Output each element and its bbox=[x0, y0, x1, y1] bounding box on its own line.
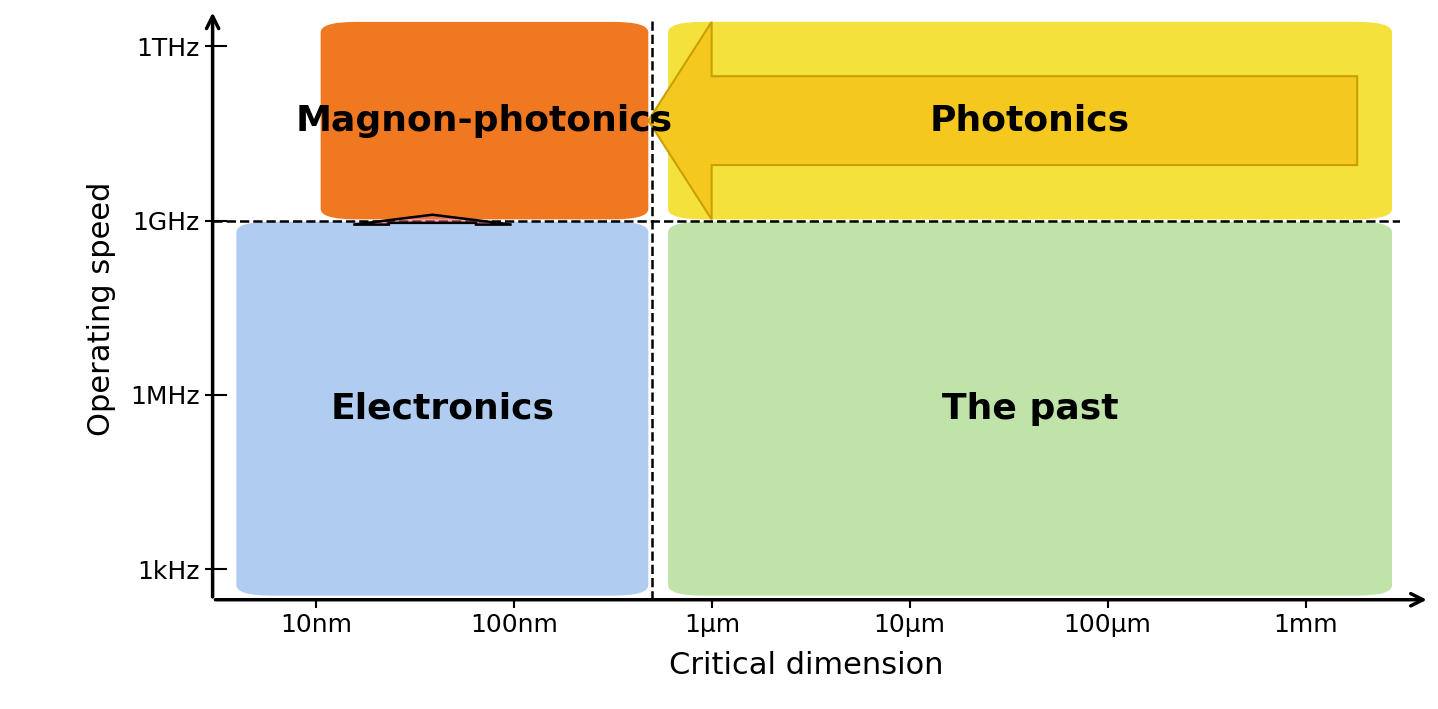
Polygon shape bbox=[354, 215, 512, 225]
Text: Electronics: Electronics bbox=[331, 391, 554, 425]
Text: The past: The past bbox=[942, 391, 1119, 425]
FancyBboxPatch shape bbox=[669, 222, 1392, 596]
FancyBboxPatch shape bbox=[321, 22, 649, 219]
Text: Photonics: Photonics bbox=[930, 104, 1130, 138]
Text: Magnon-photonics: Magnon-photonics bbox=[296, 104, 673, 138]
Y-axis label: Operating speed: Operating speed bbox=[86, 182, 116, 436]
FancyBboxPatch shape bbox=[669, 22, 1392, 219]
Polygon shape bbox=[649, 22, 1357, 219]
FancyBboxPatch shape bbox=[236, 222, 649, 596]
X-axis label: Critical dimension: Critical dimension bbox=[669, 651, 943, 680]
